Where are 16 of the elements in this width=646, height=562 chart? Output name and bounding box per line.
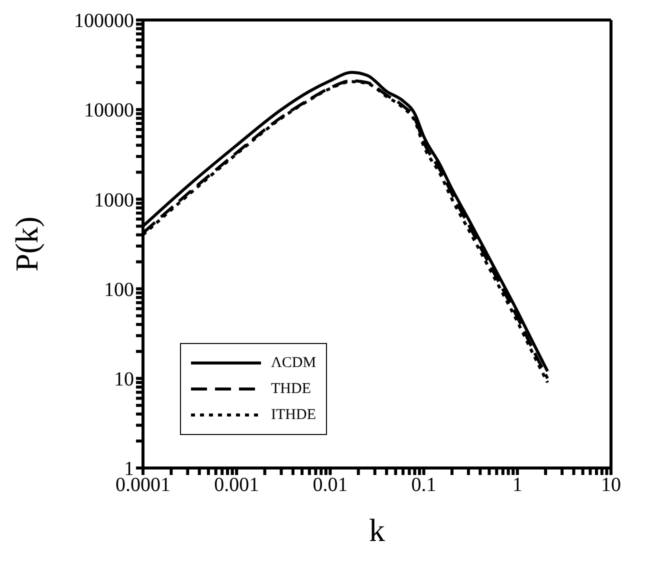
x-axis-title: k [369, 512, 385, 548]
y-axis-title: P(k) [8, 216, 44, 272]
y-tick-label: 1000 [94, 189, 134, 212]
legend-label: ITHDE [271, 406, 316, 424]
y-tick-label: 10 [114, 368, 134, 390]
x-tick-label: 0.001 [214, 474, 260, 496]
x-tick-label: 0.01 [312, 474, 348, 496]
legend-label: ΛCDM [271, 354, 316, 372]
x-tick-label: 10 [601, 474, 621, 496]
y-tick-label: 100000 [74, 10, 134, 32]
y-tick-label: 10000 [84, 100, 134, 122]
x-tick-label: 0.0001 [116, 474, 170, 496]
legend-label: THDE [271, 380, 311, 398]
x-tick-label: 0.1 [411, 474, 436, 496]
y-tick-label: 100 [104, 278, 134, 301]
x-tick-label: 1 [512, 474, 522, 496]
